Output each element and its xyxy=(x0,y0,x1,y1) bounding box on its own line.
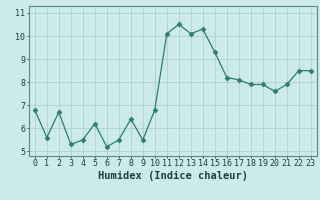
X-axis label: Humidex (Indice chaleur): Humidex (Indice chaleur) xyxy=(98,171,248,181)
